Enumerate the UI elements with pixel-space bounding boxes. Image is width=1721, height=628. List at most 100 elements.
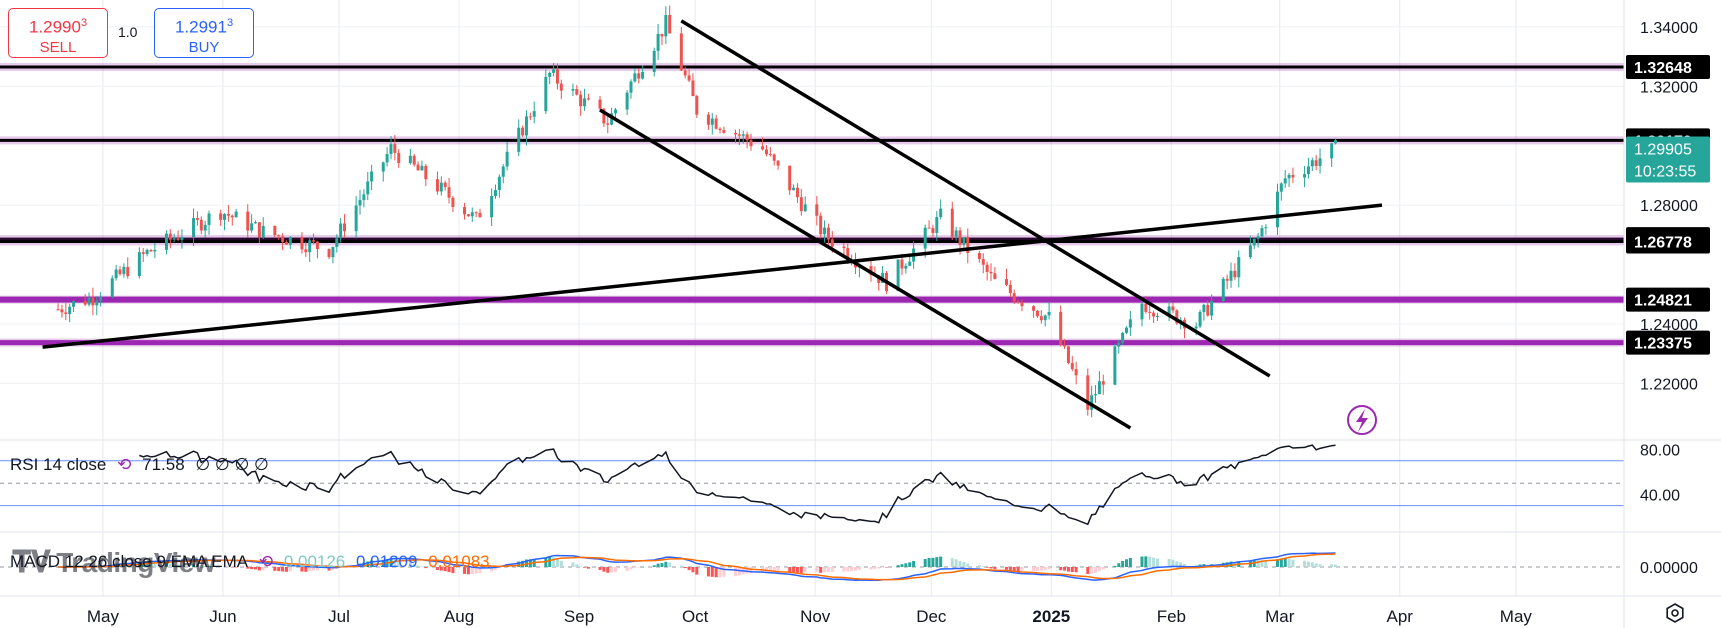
candle-body <box>145 249 149 255</box>
macd-histogram-bar <box>1066 567 1070 572</box>
candle-body <box>439 182 443 192</box>
macd-histogram-bar <box>463 567 467 574</box>
rsi-settings-icon[interactable]: ⟲ <box>117 455 132 474</box>
macd-histogram-bar <box>559 560 563 567</box>
candle-body <box>1012 293 1016 302</box>
sell-price: 1.2990 <box>28 17 81 37</box>
macd-histogram-bar <box>366 561 370 567</box>
macd-histogram-bar <box>734 567 738 577</box>
candle-body <box>223 214 227 220</box>
macd-histogram-bar <box>1121 560 1125 567</box>
candle-body <box>788 165 792 191</box>
macd-histogram-bar <box>1117 563 1121 567</box>
buy-price-fraction: 3 <box>226 17 234 29</box>
trend-lines[interactable] <box>42 19 1383 430</box>
candle-body <box>176 238 180 240</box>
last-price-tag <box>1626 136 1710 183</box>
candle-body <box>1210 301 1214 316</box>
macd-settings-icon[interactable]: ⟲ <box>258 552 274 571</box>
candle-body <box>343 223 347 232</box>
candle-body <box>826 227 830 240</box>
macd-histogram-bar <box>362 562 366 567</box>
price-tag-label: 1.32648 <box>1634 60 1692 77</box>
macd-histogram-bar <box>977 565 981 567</box>
lightning-icon[interactable] <box>1347 405 1377 435</box>
candle-body <box>1310 160 1314 167</box>
macd-histogram-bar <box>641 566 645 568</box>
buy-button[interactable]: 1.29913 BUY <box>154 8 254 58</box>
candle-body <box>1066 346 1070 363</box>
macd-histogram-bar <box>1275 559 1279 567</box>
macd-histogram-bar <box>571 562 575 567</box>
candle-body <box>110 278 114 297</box>
support-resistance-levels <box>0 63 1624 347</box>
candle-body <box>362 194 366 200</box>
candle-body <box>300 237 304 250</box>
macd-histogram-bar <box>869 567 873 570</box>
candle-body <box>1306 166 1310 175</box>
macd-histogram-bar <box>656 563 660 567</box>
rsi-pane: 80.00 40.00 <box>0 443 1680 526</box>
macd-histogram-bar <box>548 557 552 567</box>
candle-body <box>993 273 997 280</box>
candle-body <box>846 248 850 260</box>
rsi-scale-label: 80.00 <box>1640 443 1680 460</box>
macd-histogram-bar <box>172 563 176 567</box>
macd-histogram-bar <box>660 563 664 567</box>
candle-body <box>571 89 575 91</box>
candle-body <box>358 199 362 206</box>
trend-line <box>42 203 1383 349</box>
candle-body <box>799 197 803 212</box>
candle-body <box>718 128 722 131</box>
candle-body <box>1206 304 1210 316</box>
macd-histogram-bar <box>1124 559 1128 567</box>
macd-histogram-bar <box>1144 556 1148 567</box>
macd-histogram-bar <box>524 559 528 567</box>
candle-body <box>1279 183 1283 192</box>
candle-body <box>586 98 590 100</box>
candle-body <box>490 195 494 218</box>
macd-histogram-bar <box>494 567 498 570</box>
candle-body <box>795 187 799 198</box>
candle-body <box>842 246 846 249</box>
candle-body <box>660 33 664 37</box>
settings-gear-icon[interactable] <box>1665 603 1685 623</box>
candle-body <box>141 252 145 255</box>
macd-histogram-bar <box>470 567 474 574</box>
candle-body <box>114 269 118 279</box>
macd-histogram-bar <box>1264 560 1268 567</box>
candle-body <box>137 252 141 277</box>
candle-body <box>470 212 474 217</box>
macd-histogram-bar <box>1059 567 1063 571</box>
macd-histogram-bar <box>261 567 265 571</box>
macd-pane: 0.00000 <box>0 552 1698 582</box>
macd-histogram-bar <box>253 567 257 570</box>
macd-histogram-bar <box>788 567 792 573</box>
candle-body <box>652 50 656 72</box>
trend-line <box>680 19 1271 378</box>
candle-body <box>1140 303 1144 320</box>
candle-body <box>1260 228 1264 237</box>
sell-button[interactable]: 1.29903 SELL <box>8 8 108 58</box>
candle-body <box>989 271 993 274</box>
candle-body <box>447 187 451 198</box>
candle-body <box>331 246 335 258</box>
candle-body <box>633 73 637 82</box>
quantity-value[interactable]: 1.0 <box>118 24 138 40</box>
macd-histogram-bar <box>912 561 916 567</box>
candle-body <box>985 264 989 272</box>
candle-body <box>478 212 482 218</box>
candle-body <box>532 111 536 117</box>
candle-body <box>91 297 95 306</box>
price-tag-box <box>1626 229 1710 254</box>
macd-legend-name: MACD 12 26 close 9 EMA EMA <box>10 552 249 571</box>
macd-histogram-bar <box>706 567 710 577</box>
macd-histogram-bar <box>803 567 807 573</box>
macd-line-value: 0.01209 <box>356 552 418 571</box>
candle-body <box>168 233 172 240</box>
macd-histogram-bar <box>854 567 858 571</box>
candle-body <box>579 94 583 107</box>
candle-body <box>234 211 238 218</box>
